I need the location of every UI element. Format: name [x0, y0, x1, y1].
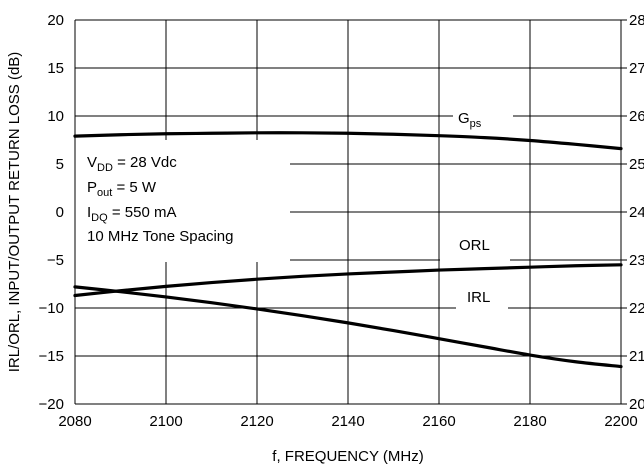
series-line-irl — [73, 285, 623, 369]
x-tick-label: 2120 — [240, 413, 273, 430]
x-tick-label: 2160 — [422, 413, 455, 430]
condition-line: VDD = 28 Vdc — [87, 154, 177, 174]
condition-line-main: P — [87, 179, 97, 196]
y-tick-label: −5 — [47, 252, 64, 269]
y2-tick-label: 22 — [629, 300, 644, 317]
condition-line-main: V — [87, 154, 97, 171]
x-tick-label: 2140 — [331, 413, 364, 430]
series — [73, 131, 623, 369]
condition-line-sub: DD — [97, 162, 113, 174]
y-tick-label: −20 — [39, 396, 64, 413]
condition-line: Pout = 5 W — [87, 179, 157, 199]
conditions-annotation: VDD = 28 Vdc Pout = 5 W IDQ = 550 mA 10 MHz… — [87, 154, 233, 245]
condition-line-rest: = 28 Vdc — [113, 154, 177, 171]
y-tick-label: 5 — [56, 156, 64, 173]
condition-line: IDQ = 550 mA — [87, 204, 176, 224]
x-axis-label: f, FREQUENCY (MHz) — [272, 448, 423, 465]
condition-line-rest: = 550 mA — [108, 204, 177, 221]
y2-tick-label: 26 — [629, 108, 644, 125]
series-label-gps: Gps — [458, 110, 482, 130]
y2-tick-label: 21 — [629, 348, 644, 365]
x-tick-label: 2080 — [58, 413, 91, 430]
series-label-sub: ps — [470, 118, 482, 130]
tick-labels: 2080 2100 2120 2140 2160 2180 220020151050−5−1… — [39, 12, 644, 430]
series-label-main: G — [458, 110, 470, 127]
x-tick-label: 2100 — [149, 413, 182, 430]
condition-line-main: 10 MHz Tone Spacing — [87, 228, 233, 245]
y-tick-label: −10 — [39, 300, 64, 317]
y-tick-label: 20 — [47, 12, 64, 29]
y-axis-label: IRL/ORL, INPUT/OUTPUT RETURN LOSS (dB) — [6, 52, 23, 373]
y-tick-label: 10 — [47, 108, 64, 125]
x-tick-label: 2200 — [604, 413, 637, 430]
series-label-main: IRL — [467, 289, 490, 306]
y2-tick-label: 20 — [629, 396, 644, 413]
y2-tick-label: 25 — [629, 156, 644, 173]
series-label-irl: IRL — [467, 289, 490, 306]
series-line-orl — [73, 263, 623, 298]
grid — [74, 19, 627, 405]
condition-line-sub: DQ — [91, 212, 108, 224]
condition-line-main: I — [87, 204, 91, 221]
series-label-orl: ORL — [459, 237, 490, 254]
y2-tick-label: 24 — [629, 204, 644, 221]
series-line-gps — [73, 131, 623, 151]
y-tick-label: 0 — [56, 204, 64, 221]
y-tick-label: 15 — [47, 60, 64, 77]
series-labels: Gps ORL IRL — [458, 110, 490, 306]
y2-tick-label: 28 — [629, 12, 644, 29]
condition-line-sub: out — [97, 187, 112, 199]
y-tick-label: −15 — [39, 348, 64, 365]
condition-line: 10 MHz Tone Spacing — [87, 228, 233, 245]
y2-tick-label: 23 — [629, 252, 644, 269]
y2-tick-label: 27 — [629, 60, 644, 77]
series-label-main: ORL — [459, 237, 490, 254]
x-tick-label: 2180 — [513, 413, 546, 430]
condition-line-rest: = 5 W — [112, 179, 157, 196]
